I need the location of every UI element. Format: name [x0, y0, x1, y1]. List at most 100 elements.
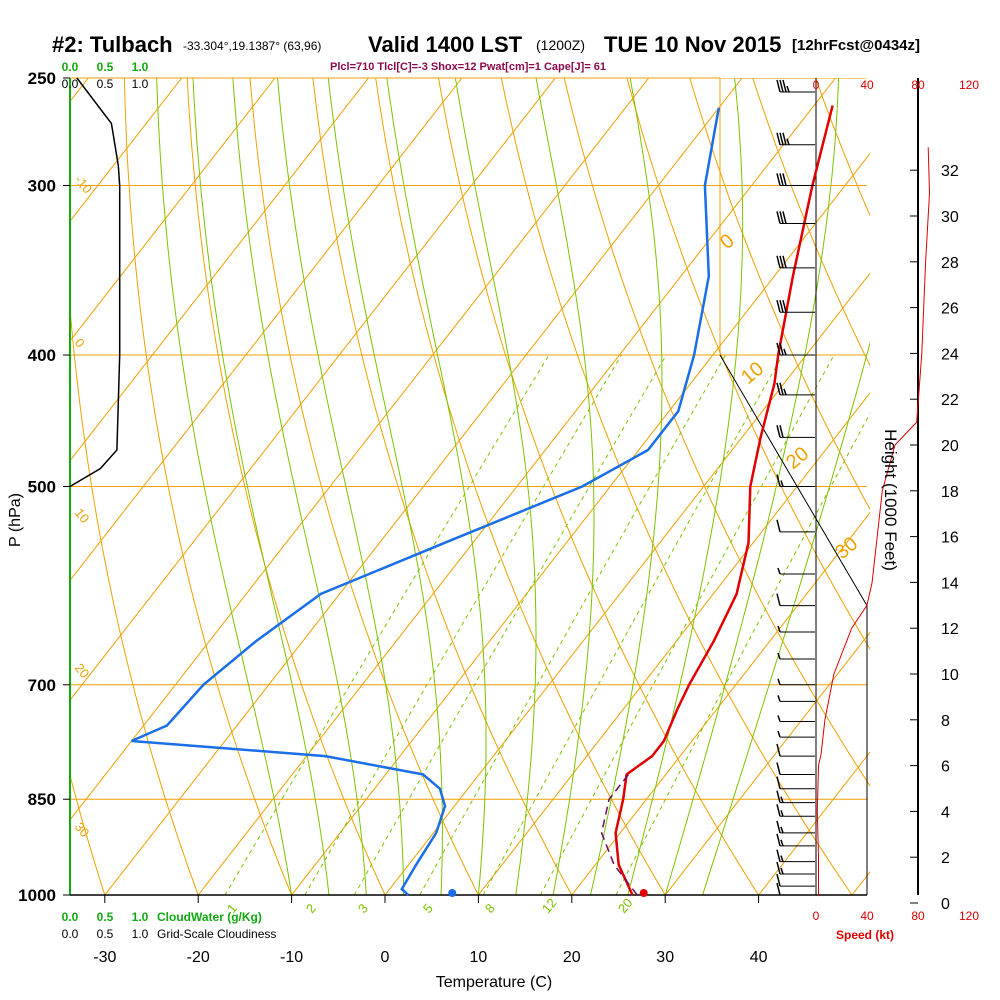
- wind-barb-half-flag: [777, 678, 781, 686]
- parcel-profile-line: [600, 773, 638, 896]
- dry-adiabat-label: 0: [72, 335, 88, 350]
- wind-barb: [777, 678, 815, 686]
- dry-adiabat-line: [0, 54, 20, 924]
- valid-date: TUE 10 Nov 2015: [604, 32, 781, 57]
- isotherm-line: [70, 78, 650, 821]
- cloudwater-tick-top: 0.5: [97, 60, 114, 74]
- speed-tick-label-bottom: 0: [813, 909, 820, 923]
- wind-barb: [776, 882, 815, 896]
- wind-barb: [776, 861, 815, 875]
- height-tick-label: 14: [941, 575, 959, 592]
- wind-barb: [776, 790, 815, 804]
- wind-barb: [776, 79, 815, 93]
- dry-adiabat-line: [375, 78, 666, 895]
- wind-barb-half-flag: [786, 85, 790, 93]
- dry-adiabat-label: 30: [72, 819, 93, 840]
- isotherm-line: [70, 78, 556, 701]
- wind-barb-flag: [779, 425, 784, 438]
- wind-barb-flag: [776, 873, 781, 887]
- moist-adiabat-line: [627, 78, 744, 895]
- dry-adiabat-line: [500, 78, 853, 895]
- wind-barb: [776, 873, 815, 887]
- dry-adiabat-line: [186, 78, 386, 895]
- wind-barb-half-flag: [777, 567, 781, 575]
- zulu-time: (1200Z): [536, 37, 585, 53]
- wind-barb-flag: [776, 519, 781, 533]
- pressure-tick-label: 300: [28, 176, 56, 195]
- height-tick-label: 8: [941, 713, 950, 730]
- temperature-tick-label: 40: [750, 949, 768, 966]
- wind-barb-flag: [776, 382, 781, 396]
- mixing-ratio-label: 8: [482, 901, 498, 916]
- dry-adiabat-line: [689, 78, 870, 511]
- surface-dewpoint-point: [448, 889, 457, 897]
- speed-axis-label: Speed (kt): [836, 928, 894, 942]
- stability-indices: Plcl=710 Tlcl[C]=-3 Shox=12 Pwat[cm]=1 C…: [330, 61, 606, 73]
- wind-barb-flag: [782, 173, 787, 186]
- wind-barb: [776, 132, 815, 146]
- wind-panel-boundary: [719, 354, 868, 895]
- height-tick-label: 18: [941, 484, 959, 501]
- wind-barb: [776, 425, 815, 438]
- wind-barb-flag: [776, 300, 781, 313]
- isotherm-line: [104, 78, 743, 895]
- pressure-tick-label: 500: [28, 478, 56, 497]
- wind-barb: [776, 173, 815, 186]
- temperature-tick-label: 10: [470, 949, 488, 966]
- cloudwater-tick-top: 1.0: [132, 60, 149, 74]
- wind-barb-half-flag: [780, 826, 784, 834]
- height-tick-label: 20: [941, 438, 959, 455]
- isotherm-line: [291, 152, 870, 895]
- wind-barb-half-flag: [777, 695, 781, 702]
- moist-adiabat-label: 0: [716, 230, 739, 254]
- cloudiness-tick-top: 0.5: [97, 77, 114, 91]
- wind-barb-flag: [776, 425, 781, 438]
- wind-barb: [777, 730, 815, 738]
- wind-barb: [777, 625, 815, 633]
- wind-barb-flag: [779, 173, 784, 186]
- background-lines: [0, 54, 870, 924]
- wind-speed-profile: [816, 147, 931, 897]
- wind-barb: [776, 300, 815, 313]
- pressure-tick-label: 250: [28, 69, 56, 88]
- dry-adiabat-line: [752, 78, 870, 367]
- cloudiness-tick-bottom: 1.0: [132, 927, 149, 941]
- mixing-ratio-label: 12: [539, 895, 560, 916]
- wind-barb-flag: [776, 743, 781, 757]
- temperature-tick-label: 20: [563, 949, 581, 966]
- moist-adiabat-line: [535, 78, 595, 895]
- mixing-ratio-label: 3: [355, 901, 371, 916]
- wind-barb: [777, 715, 815, 723]
- station-coords: -33.304°,19.1387° (63,96): [183, 39, 321, 53]
- isotherm-line: [758, 751, 870, 895]
- height-axis-label: Height (1000 Feet): [881, 429, 900, 571]
- wind-barb: [776, 255, 815, 269]
- isotherm-line: [197, 78, 836, 895]
- wind-barb-flag: [776, 762, 781, 775]
- mixing-ratio-label: 2: [303, 901, 319, 916]
- wind-barb-flag: [779, 382, 784, 396]
- pressure-tick-label: 850: [28, 790, 56, 809]
- cloudiness-tick-top: 0.0: [62, 77, 79, 91]
- dry-adiabat-line: [70, 773, 106, 895]
- height-tick-label: 4: [941, 804, 950, 821]
- height-tick-label: 6: [941, 759, 950, 776]
- wind-barb: [777, 567, 815, 575]
- mixing-ratio-line: [482, 354, 784, 895]
- height-tick-label: 12: [941, 621, 959, 638]
- wind-barb-flag: [782, 255, 787, 268]
- y-axis-label: P (hPa): [7, 493, 24, 547]
- wind-barb-flag: [776, 593, 781, 606]
- wind-barb-flag: [782, 79, 787, 93]
- wind-barb-half-flag: [780, 810, 784, 817]
- wind-barb: [776, 593, 815, 607]
- dry-adiabat-line: [249, 78, 479, 895]
- wind-barb-flag: [776, 833, 781, 847]
- height-tick-label: 0: [941, 896, 950, 913]
- temperature-tick-label: -30: [93, 949, 116, 966]
- wind-barb-half-flag: [780, 867, 784, 875]
- cloudwater-label: CloudWater (g/Kg): [157, 910, 262, 924]
- mixing-ratio-line: [539, 354, 835, 895]
